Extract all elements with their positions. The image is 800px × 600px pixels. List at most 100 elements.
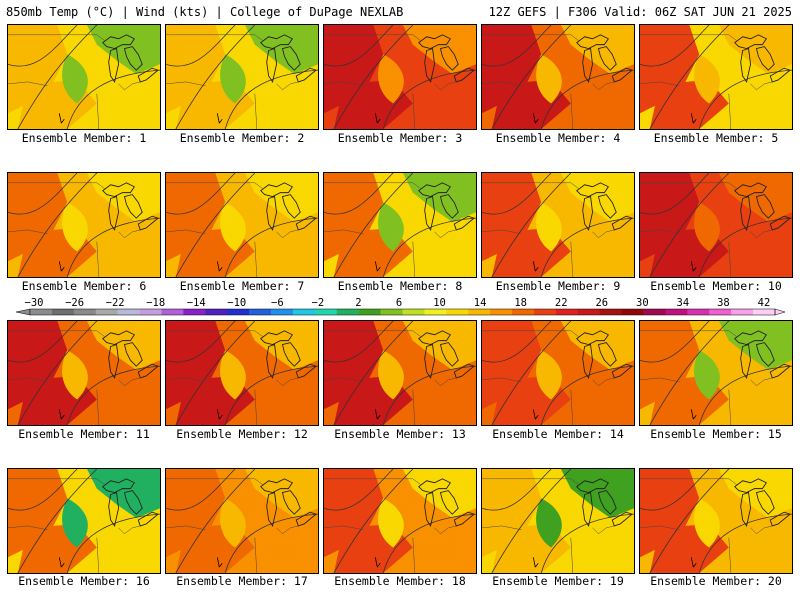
colorbar-swatch [731,309,754,315]
height-contour [640,25,710,67]
colorbar-tick-label: 18 [514,297,527,309]
ensemble-member-map [639,320,793,426]
ensemble-member-label: Ensemble Member: 18 [334,574,466,588]
ensemble-member-map [165,468,319,574]
height-contour [491,321,572,425]
cool-shading [402,173,476,223]
colorbar-swatch [621,309,644,315]
state-borders [324,182,457,277]
height-contour [649,321,730,425]
ensemble-member-map [323,320,477,426]
warm-shading [324,25,384,114]
colorbar-swatch [314,309,338,315]
height-contour [333,25,414,129]
colorbar-tick-label: 2 [355,297,362,309]
warm-shading [8,173,68,262]
warm-shading [482,469,542,558]
ensemble-member-label: Ensemble Member: 2 [179,131,305,145]
wind-barb [690,261,697,272]
great-lakes-outline [102,34,159,84]
warm-shading [640,25,700,114]
warm-shading [640,469,700,558]
great-lakes-outline [260,34,317,84]
temperature-field [324,173,476,277]
height-contour [382,513,476,573]
temperature-field [482,321,634,425]
mid-shading [378,498,404,548]
model-run-valid-time: 12Z GEFS | F306 Valid: 06Z SAT JUN 21 20… [488,5,792,19]
colorbar-swatch [227,309,250,315]
great-lakes-outline [734,478,791,528]
state-borders [324,330,457,425]
height-contour [382,365,476,425]
great-lakes-outline [734,34,791,84]
ensemble-member-map [481,468,635,574]
warm-shading [166,173,226,262]
wind-barb [532,409,539,420]
great-lakes-outline [418,182,475,232]
mid-shading [220,54,246,104]
great-lakes-outline [576,330,633,380]
wind-barb [216,261,223,272]
temperature-field [324,321,476,425]
cool-shading [402,469,476,519]
height-contour [324,173,394,215]
height-contour [698,69,792,129]
height-contour [17,173,98,277]
state-borders [640,478,773,573]
wind-barb [532,261,539,272]
wind-barb [532,557,539,568]
height-contour [491,469,572,573]
ensemble-member-map [7,24,161,130]
great-lakes-outline [734,330,791,380]
ensemble-member-label: Ensemble Member: 11 [18,427,150,441]
colorbar-swatch [51,309,75,315]
colorbar-swatch [468,309,491,315]
state-borders [640,330,773,425]
temperature-field [8,321,160,425]
height-contour [66,513,160,573]
state-borders [8,478,141,573]
cool-shading [244,173,318,223]
great-lakes-outline [260,478,317,528]
ensemble-member-label: Ensemble Member: 10 [650,279,782,293]
height-contour [324,469,394,511]
height-contour [8,321,78,363]
colorbar-swatch [292,309,316,315]
ensemble-member-label: Ensemble Member: 6 [21,279,147,293]
temperature-field [482,469,634,573]
height-contour [175,321,256,425]
warm-shading [8,469,68,558]
height-contour [324,321,394,363]
ensemble-member-map [165,172,319,278]
wind-barb [58,409,65,420]
height-contour [698,217,792,277]
temperature-colorbar [15,308,786,316]
colorbar-swatch [183,309,206,315]
wind-barb [58,113,65,124]
cool-shading [560,321,634,371]
warm-shading [8,25,68,114]
temperature-field [8,25,160,129]
warm-shading [324,173,384,262]
colorbar-tick-label: −2 [311,297,325,309]
colorbar-tick-label: 10 [433,297,446,309]
mid-shading [536,498,562,548]
mid-shading [694,54,720,104]
height-contour [649,469,730,573]
cool-shading [402,25,476,75]
height-contour [540,217,634,277]
state-borders [166,182,299,277]
state-borders [8,330,141,425]
temperature-field [166,173,318,277]
colorbar-swatch [271,309,294,315]
state-borders [482,182,615,277]
temperature-field [324,25,476,129]
warm-shading [8,321,68,410]
map-title: 850mb Temp (°C) | Wind (kts) | College o… [6,5,404,19]
wind-barb [690,113,697,124]
warm-shading [482,173,542,262]
height-contour [175,173,256,277]
height-contour [8,25,78,67]
colorbar-swatch [161,309,184,315]
